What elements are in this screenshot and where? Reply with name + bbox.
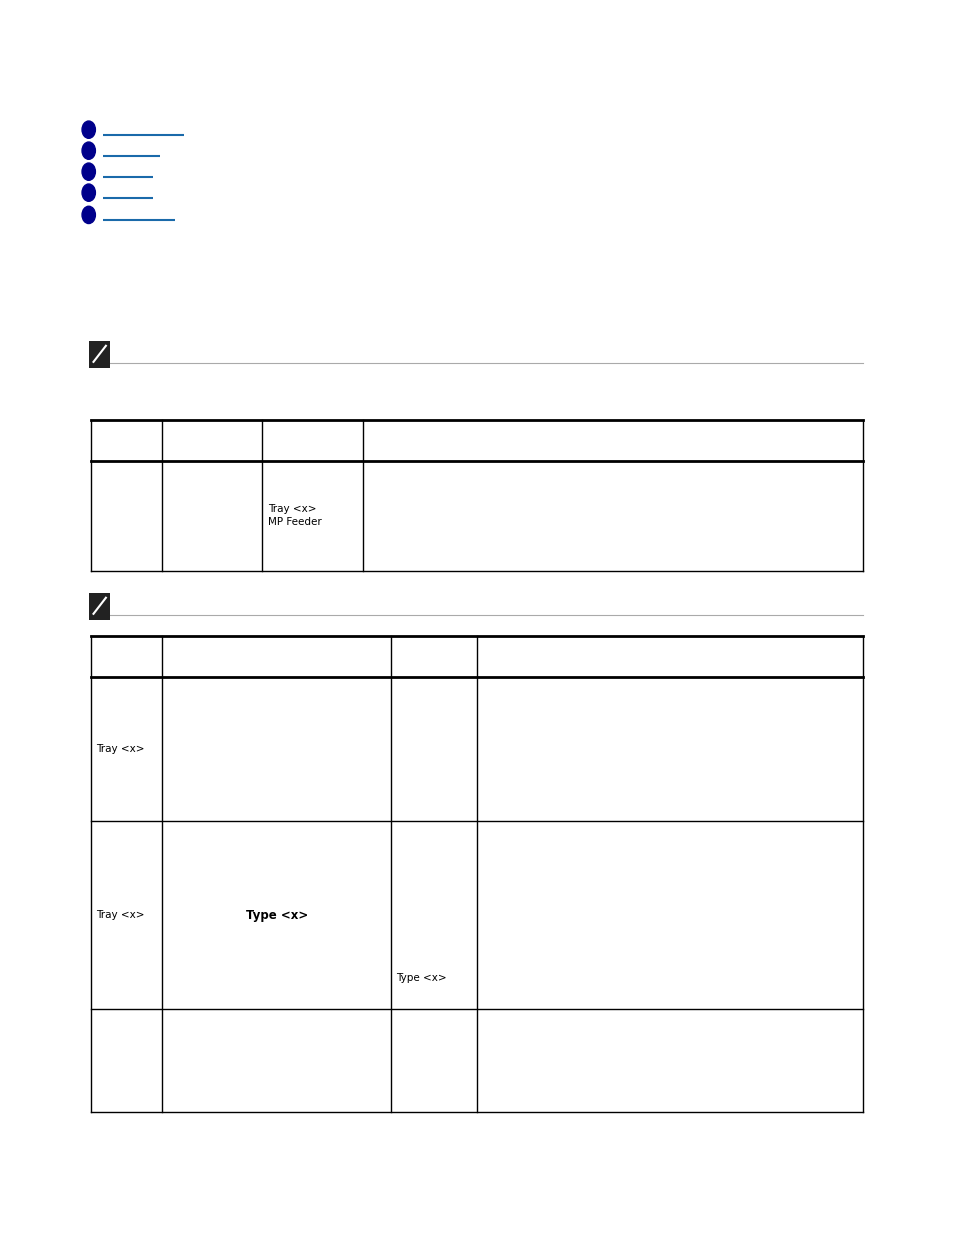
Text: Type <x>: Type <x>: [395, 973, 446, 983]
FancyBboxPatch shape: [89, 341, 110, 368]
Circle shape: [82, 121, 95, 138]
Text: Tray <x>
MP Feeder: Tray <x> MP Feeder: [268, 504, 321, 527]
FancyBboxPatch shape: [89, 593, 110, 620]
Circle shape: [82, 163, 95, 180]
Text: Type <x>: Type <x>: [245, 909, 308, 921]
Circle shape: [82, 184, 95, 201]
Text: Tray <x>: Tray <x>: [96, 910, 145, 920]
Text: Tray <x>: Tray <x>: [96, 743, 145, 755]
Circle shape: [82, 142, 95, 159]
Circle shape: [82, 206, 95, 224]
